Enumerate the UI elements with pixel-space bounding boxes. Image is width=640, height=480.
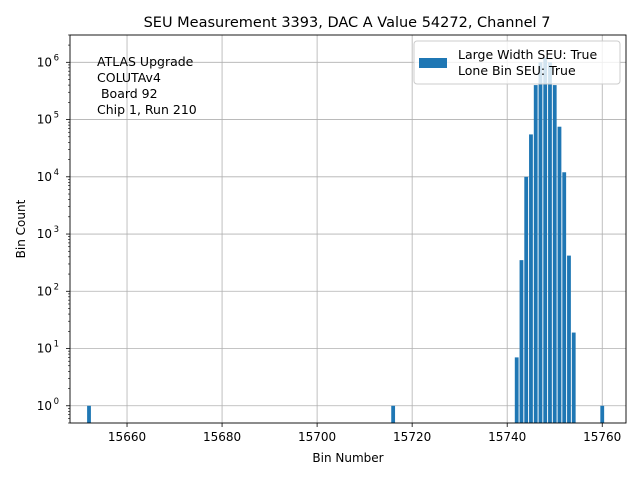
histogram-bar	[557, 126, 562, 424]
info-annotation: ATLAS Upgrade COLUTAv4 Board 92 Chip 1, …	[97, 54, 197, 117]
legend-entry-line-2: Lone Bin SEU: True	[458, 63, 576, 78]
annotation-line-1: ATLAS Upgrade	[97, 54, 194, 69]
x-tick-label: 15720	[393, 430, 431, 444]
y-tick-label: 10	[37, 342, 52, 356]
x-axis-label: Bin Number	[312, 451, 383, 465]
annotation-line-4: Chip 1, Run 210	[97, 102, 197, 117]
legend-swatch	[419, 58, 447, 68]
legend-entry-line-1: Large Width SEU: True	[458, 47, 597, 62]
y-tick-exponent: 6	[54, 53, 59, 63]
histogram-bar	[514, 357, 519, 423]
x-axis-ticks: 15660 15680 15700 15720 15740 15760	[108, 423, 621, 444]
plot-frame	[69, 34, 627, 424]
y-tick-label: 10	[37, 55, 52, 69]
histogram-bar	[519, 260, 524, 423]
y-tick-exponent: 2	[54, 282, 59, 292]
histogram-bar	[562, 172, 567, 423]
histogram-bar	[538, 62, 543, 423]
grid-lines	[70, 35, 626, 423]
x-tick-label: 15660	[108, 430, 146, 444]
y-tick-exponent: 4	[54, 168, 59, 178]
y-tick-label: 10	[37, 399, 52, 413]
chart-title: SEU Measurement 3393, DAC A Value 54272,…	[144, 15, 551, 31]
y-tick-exponent: 5	[54, 111, 59, 121]
x-tick-label: 15700	[298, 430, 336, 444]
histogram-bar	[533, 85, 538, 423]
histogram-bar	[543, 57, 548, 424]
y-axis-label: Bin Count	[14, 199, 28, 258]
y-tick-exponent: 0	[54, 397, 59, 407]
y-tick-label: 10	[37, 170, 52, 184]
bar-series	[87, 57, 605, 424]
y-tick-label: 10	[37, 284, 52, 298]
x-tick-label: 15760	[583, 430, 621, 444]
histogram-bar	[529, 134, 533, 424]
histogram-bar	[571, 332, 576, 423]
histogram-bar	[548, 62, 552, 423]
annotation-line-3: Board 92	[97, 86, 158, 101]
x-tick-label: 15740	[488, 430, 526, 444]
y-tick-label: 10	[37, 113, 52, 127]
y-tick-exponent: 1	[54, 340, 59, 350]
y-tick-exponent: 3	[54, 225, 59, 235]
histogram-bar	[524, 176, 529, 423]
histogram-bar	[552, 85, 557, 423]
histogram-bar	[87, 405, 91, 423]
legend-box	[413, 40, 621, 85]
histogram-bar	[600, 405, 605, 423]
histogram-bar	[391, 405, 396, 423]
legend: Large Width SEU: True Lone Bin SEU: True	[413, 40, 621, 85]
histogram-bar	[567, 255, 571, 423]
y-tick-label: 10	[37, 227, 52, 241]
x-tick-label: 15680	[203, 430, 241, 444]
annotation-line-2: COLUTAv4	[97, 70, 161, 85]
